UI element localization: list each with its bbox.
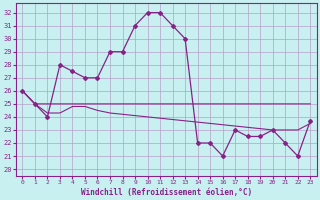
X-axis label: Windchill (Refroidissement éolien,°C): Windchill (Refroidissement éolien,°C) <box>81 188 252 197</box>
